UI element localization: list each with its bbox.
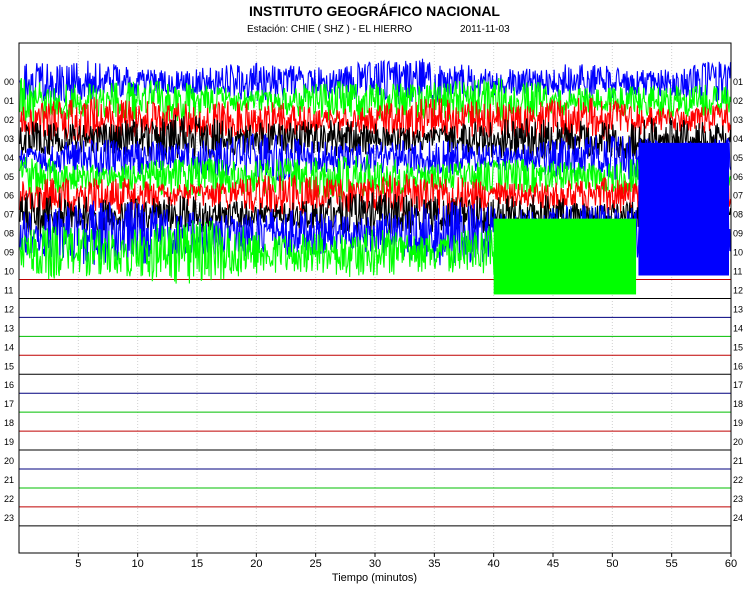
x-tick-label: 50 [606,558,618,570]
row-label-left: 23 [4,513,14,523]
row-label-right: 03 [733,115,743,125]
x-tick-label: 10 [132,558,144,570]
row-label-right: 07 [733,191,743,201]
saturated-trace-block [638,142,729,276]
row-label-left: 22 [4,494,14,504]
row-label-right: 12 [733,285,743,295]
row-label-left: 21 [4,475,14,485]
x-tick-label: 40 [488,558,500,570]
row-label-right: 23 [733,494,743,504]
row-label-right: 13 [733,304,743,314]
x-tick-label: 15 [191,558,203,570]
row-label-left: 07 [4,210,14,220]
row-label-left: 18 [4,418,14,428]
row-label-left: 00 [4,77,14,87]
trace-row-06 [19,173,732,217]
row-label-right: 17 [733,380,743,390]
row-label-left: 14 [4,342,14,352]
chart-title: INSTITUTO GEOGRÁFICO NACIONAL [249,3,500,19]
row-label-right: 02 [733,96,743,106]
row-label-left: 09 [4,248,14,258]
x-tick-label: 45 [547,558,559,570]
row-label-right: 24 [733,513,743,523]
row-label-right: 11 [733,267,742,277]
row-label-left: 02 [4,115,14,125]
x-tick-label: 25 [310,558,322,570]
row-label-left: 05 [4,172,14,182]
row-label-left: 20 [4,456,14,466]
row-label-right: 22 [733,475,743,485]
x-tick-label: 55 [666,558,678,570]
row-label-left: 08 [4,229,14,239]
row-label-left: 17 [4,399,14,409]
trace-row-01 [19,77,732,125]
row-label-left: 01 [4,96,14,106]
row-label-left: 04 [4,153,14,163]
x-tick-label: 35 [428,558,440,570]
saturated-trace-block [493,218,637,295]
station-label: Estación: CHIE ( SHZ ) - EL HIERRO [247,24,413,35]
x-axis-label: Tiempo (minutos) [331,572,418,584]
row-label-right: 15 [733,342,743,352]
row-label-left: 16 [4,380,14,390]
trace-row-05 [19,153,732,201]
x-tick-label: 20 [250,558,262,570]
row-label-left: 10 [4,267,14,277]
row-label-right: 04 [733,134,743,144]
row-label-right: 10 [733,248,743,258]
row-label-left: 03 [4,134,14,144]
row-label-left: 12 [4,304,14,314]
row-label-right: 01 [733,77,743,87]
row-label-left: 06 [4,191,14,201]
row-label-right: 14 [733,323,743,333]
trace-row-04 [19,133,732,182]
row-label-left: 15 [4,361,14,371]
row-label-right: 19 [733,418,743,428]
x-tick-label: 60 [725,558,737,570]
row-label-right: 05 [733,153,743,163]
row-label-right: 08 [733,210,743,220]
row-label-right: 06 [733,172,743,182]
row-label-right: 20 [733,437,743,447]
row-label-right: 09 [733,229,743,239]
label-layer: 5 10 15 20 25 30 35 40 45 50 55 60 00 01 02 03 04 05 06 07 0… [4,77,743,570]
x-tick-label: 30 [369,558,381,570]
trace-layer [19,58,732,295]
row-label-left: 13 [4,323,14,333]
row-label-right: 18 [733,399,743,409]
row-label-right: 16 [733,361,743,371]
row-label-left: 19 [4,437,14,447]
date-label: 2011-11-03 [460,24,510,35]
row-label-right: 21 [733,456,743,466]
trace-row-02 [19,97,732,144]
plot-frame [18,42,732,554]
row-label-left: 11 [4,285,13,295]
x-tick-label: 5 [75,558,81,570]
